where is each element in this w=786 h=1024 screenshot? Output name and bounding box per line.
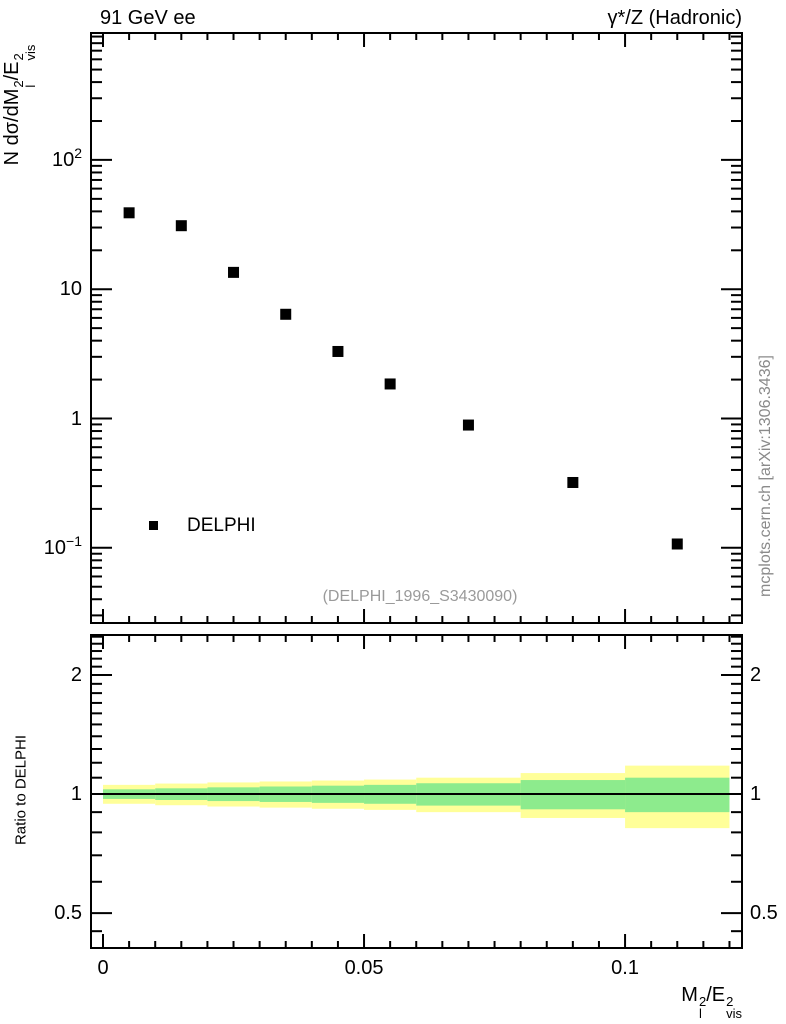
x-tick-label: 0.1: [611, 957, 639, 979]
exponent: −1: [66, 532, 82, 549]
main-y-tick-label: 1: [70, 407, 82, 430]
data-point-marker: [384, 378, 396, 390]
data-point-marker: [567, 476, 579, 488]
supsub-stack: 2 vis: [11, 44, 39, 61]
data-point-marker: [332, 345, 344, 357]
main-title-right: γ*/Z (Hadronic): [607, 7, 742, 29]
ratio-y-tick-label-right: 0.5: [750, 902, 778, 925]
data-point-marker: [462, 419, 474, 431]
ratio-y-tick-label-right: 1: [750, 783, 762, 806]
main-y-tick-label: 10−1: [43, 532, 82, 559]
legend-label: DELPHI: [187, 515, 256, 536]
ratio-y-tick-label-left: 2: [70, 664, 82, 687]
data-point-marker: [228, 266, 240, 278]
side-note-text: mcplots.cern.ch [arXiv:1306.3436]: [757, 355, 774, 597]
main-y-axis-title-text: N dσ/dM 2 l/E 2 vis: [0, 44, 39, 166]
main-y-tick-label: 102: [51, 144, 82, 171]
exponent: 2: [74, 144, 82, 161]
main-title-left: 91 GeV ee: [100, 7, 196, 29]
ratio-y-tick-label-left: 1: [70, 783, 82, 806]
watermark: (DELPHI_1996_S3430090): [322, 588, 518, 605]
supsub-stack: 2 vis: [726, 994, 742, 1022]
main-y-tick-label: 10: [59, 278, 82, 301]
data-point-marker: [280, 308, 292, 320]
x-axis-title: M 2 l/E 2 vis: [681, 984, 742, 1022]
data-point-marker: [671, 538, 683, 550]
x-tick-label: 0: [97, 957, 109, 979]
ratio-y-tick-label-right: 2: [750, 664, 762, 687]
data-point-marker: [175, 220, 187, 232]
ratio-y-tick-label-left: 0.5: [54, 902, 82, 925]
x-tick-label: 0.05: [344, 957, 384, 979]
ratio-y-axis-title-text: Ratio to DELPHI: [12, 734, 30, 846]
legend-marker-square-icon: [149, 521, 158, 530]
data-point-marker: [123, 207, 135, 219]
